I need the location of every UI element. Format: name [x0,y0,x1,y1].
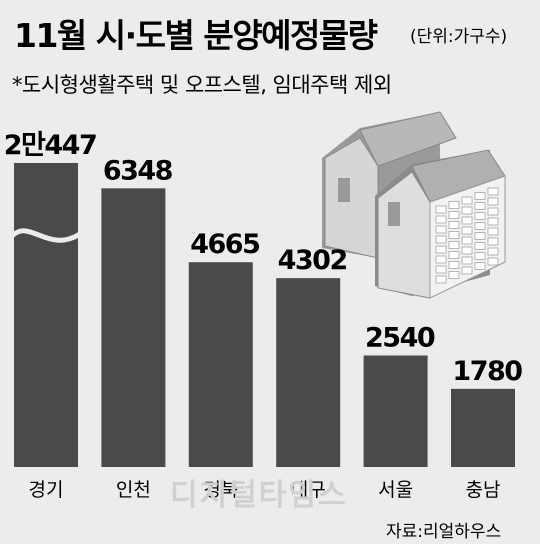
bar-충남 [451,388,515,467]
bar-경기 [14,163,78,467]
axis-break-mark [10,228,82,243]
source-label: 자료:리얼하우스 [386,522,501,542]
category-label-충남: 충남 [466,479,501,501]
category-label-대구: 대구 [291,479,326,501]
unit-label: (단위:가구수) [410,27,507,47]
value-label-경북: 4665 [190,229,259,260]
category-label-경기: 경기 [29,479,64,501]
category-label-경북: 경북 [203,479,238,501]
bar-경북 [188,262,253,467]
value-label-경기: 2만447 [4,130,97,161]
apartment-building-icon [322,111,506,299]
value-label-서울: 2540 [365,322,435,353]
category-label-인천: 인천 [116,479,151,501]
footnote: *도시형생활주택 및 오프스텔, 임대주택 제외 [12,73,392,97]
category-label-서울: 서울 [378,479,413,501]
value-label-충남: 1780 [452,356,522,387]
value-label-대구: 4302 [278,245,347,276]
bar-인천 [101,188,166,467]
bar-group: 2만447 경기 6348 인천 4665 경북 4302 대구 2540 서울 1780 충남 [4,130,524,501]
chart-title: 11월 시·도별 분양예정물량 [14,16,378,55]
watermark: 디지털타임스 [170,478,348,513]
value-label-인천: 6348 [103,155,173,186]
bar-서울 [363,355,428,467]
bar-대구 [276,278,341,467]
